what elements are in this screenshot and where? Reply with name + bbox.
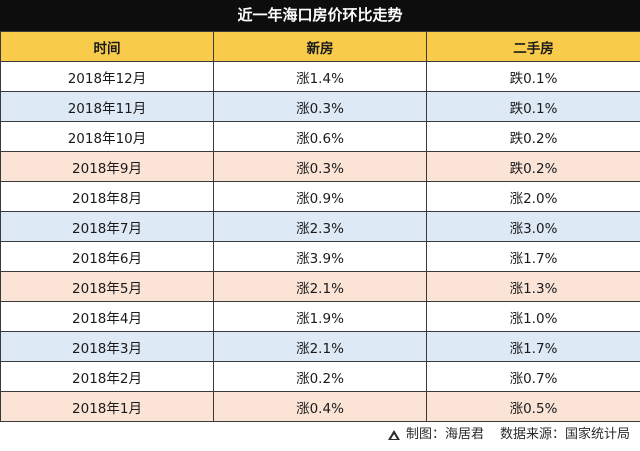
second-hand-change-cell: 涨3.0% [426,211,640,242]
month-cell: 2018年4月 [0,301,214,332]
footer-credit: 制图：海居君 数据来源：国家统计局 [387,424,630,446]
new-house-change-cell: 涨0.9% [213,181,427,212]
table-row: 2018年3月 涨2.1% 涨1.7% [0,331,640,362]
second-hand-change-cell: 涨0.5% [426,391,640,422]
table-row: 2018年9月 涨0.3% 跌0.2% [0,151,640,182]
second-hand-change-cell: 涨1.3% [426,271,640,302]
month-cell: 2018年10月 [0,121,214,152]
second-hand-change-cell: 涨0.7% [426,361,640,392]
header-new-house: 新房 [213,31,427,62]
source-text: 数据来源：国家统计局 [499,427,630,442]
month-cell: 2018年1月 [0,391,214,422]
table-title: 近一年海口房价环比走势 [0,0,640,31]
second-hand-change-cell: 涨1.7% [426,331,640,362]
price-trend-table: 时间 新房 二手房 2018年12月 涨1.4% 跌0.1% 2018年11月 涨0.3… [0,31,640,422]
second-hand-change-cell: 涨1.0% [426,301,640,332]
new-house-change-cell: 涨2.3% [213,211,427,242]
new-house-change-cell: 涨1.9% [213,301,427,332]
month-cell: 2018年8月 [0,181,214,212]
second-hand-change-cell: 跌0.2% [426,151,640,182]
month-cell: 2018年2月 [0,361,214,392]
month-cell: 2018年6月 [0,241,214,272]
month-cell: 2018年9月 [0,151,214,182]
second-hand-change-cell: 跌0.2% [426,121,640,152]
new-house-change-cell: 涨0.2% [213,361,427,392]
new-house-change-cell: 涨0.4% [213,391,427,422]
table-row: 2018年8月 涨0.9% 涨2.0% [0,181,640,212]
table-row: 2018年10月 涨0.6% 跌0.2% [0,121,640,152]
month-cell: 2018年12月 [0,61,214,92]
month-cell: 2018年5月 [0,271,214,302]
header-second-hand-house: 二手房 [426,31,640,62]
new-house-change-cell: 涨0.3% [213,91,427,122]
month-cell: 2018年11月 [0,91,214,122]
table-row: 2018年2月 涨0.2% 涨0.7% [0,361,640,392]
table-row: 2018年5月 涨2.1% 涨1.3% [0,271,640,302]
triangle-logo-icon [387,430,400,440]
credit-text: 制图：海居君 [405,427,484,442]
table-row: 2018年11月 涨0.3% 跌0.1% [0,91,640,122]
table-body: 2018年12月 涨1.4% 跌0.1% 2018年11月 涨0.3% 跌0.1% 2018… [0,61,640,422]
table-row: 2018年1月 涨0.4% 涨0.5% [0,391,640,422]
table-row: 2018年4月 涨1.9% 涨1.0% [0,301,640,332]
second-hand-change-cell: 涨1.7% [426,241,640,272]
new-house-change-cell: 涨2.1% [213,271,427,302]
header-time: 时间 [0,31,214,62]
second-hand-change-cell: 跌0.1% [426,91,640,122]
month-cell: 2018年3月 [0,331,214,362]
new-house-change-cell: 涨2.1% [213,331,427,362]
second-hand-change-cell: 涨2.0% [426,181,640,212]
new-house-change-cell: 涨0.6% [213,121,427,152]
table-row: 2018年6月 涨3.9% 涨1.7% [0,241,640,272]
month-cell: 2018年7月 [0,211,214,242]
table-row: 2018年12月 涨1.4% 跌0.1% [0,61,640,92]
new-house-change-cell: 涨0.3% [213,151,427,182]
table-header-row: 时间 新房 二手房 [0,31,640,62]
table-row: 2018年7月 涨2.3% 涨3.0% [0,211,640,242]
second-hand-change-cell: 跌0.1% [426,61,640,92]
new-house-change-cell: 涨3.9% [213,241,427,272]
new-house-change-cell: 涨1.4% [213,61,427,92]
